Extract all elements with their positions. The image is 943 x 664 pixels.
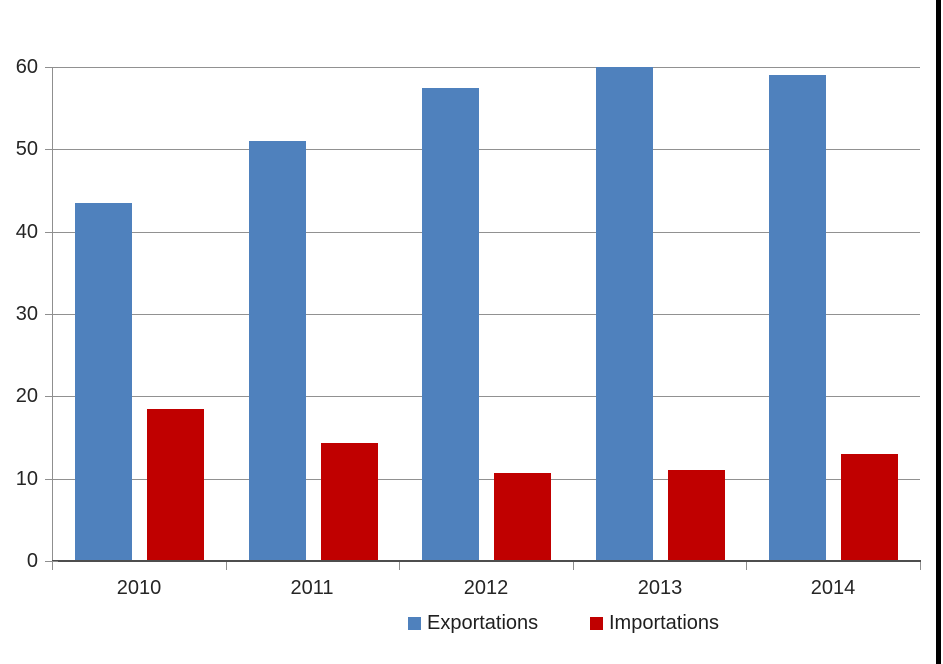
gridline-10 — [52, 478, 920, 480]
bar-exportations-2010 — [75, 203, 132, 561]
y-tick-label-30: 30 — [15, 303, 38, 325]
legend-label-exportations: Exportations — [427, 611, 539, 634]
x-axis-tick — [573, 562, 574, 570]
gridline-40 — [52, 231, 920, 233]
bar-importations-2011 — [321, 443, 378, 561]
bar-importations-2010 — [147, 409, 204, 561]
gridline-20 — [52, 396, 920, 398]
x-tick-label-2010: 2010 — [116, 577, 162, 599]
y-axis-tick — [45, 314, 58, 315]
x-axis-tick — [746, 562, 747, 570]
importations-swatch-icon — [590, 616, 603, 630]
legend-item-importations: Importations — [590, 610, 719, 636]
y-axis-tick — [45, 396, 58, 398]
y-tick-label-10: 10 — [15, 467, 38, 490]
y-tick-label-50: 50 — [15, 138, 38, 161]
plot-area — [52, 67, 920, 561]
bar-importations-2014 — [841, 454, 898, 561]
bar-importations-2013 — [668, 470, 725, 561]
x-axis-tick — [920, 562, 921, 570]
bar-exportations-2012 — [422, 88, 479, 561]
legend: Exportations Importations — [0, 610, 943, 636]
gridline-30 — [52, 314, 920, 315]
legend-label-importations: Importations — [609, 611, 720, 634]
x-tick-label-2012: 2012 — [463, 577, 509, 599]
x-axis-line — [52, 560, 921, 562]
y-tick-label-20: 20 — [15, 385, 38, 408]
x-axis-tick — [399, 562, 400, 570]
bar-exportations-2014 — [769, 75, 826, 561]
x-axis-tick — [226, 562, 227, 570]
x-tick-label-2014: 2014 — [810, 577, 856, 599]
gridline-50 — [52, 149, 920, 151]
x-tick-label-2011: 2011 — [290, 577, 334, 599]
legend-item-exportations: Exportations — [408, 610, 538, 636]
y-tick-label-0: 0 — [26, 550, 38, 572]
y-axis-tick — [45, 67, 58, 68]
y-axis-tick — [45, 231, 58, 233]
gridline-60 — [52, 67, 920, 68]
exportations-swatch-icon — [408, 616, 421, 630]
y-tick-label-60: 60 — [15, 56, 38, 78]
bar-exportations-2011 — [249, 141, 306, 561]
x-axis-tick — [52, 562, 53, 570]
x-tick-label-2013: 2013 — [637, 577, 683, 599]
image-right-border — [936, 0, 941, 664]
bar-importations-2012 — [494, 473, 551, 561]
y-tick-label-40: 40 — [15, 220, 38, 243]
y-axis-tick — [45, 561, 58, 562]
y-axis-tick — [45, 149, 58, 151]
y-axis-tick — [45, 478, 58, 480]
bar-exportations-2013 — [596, 67, 653, 561]
